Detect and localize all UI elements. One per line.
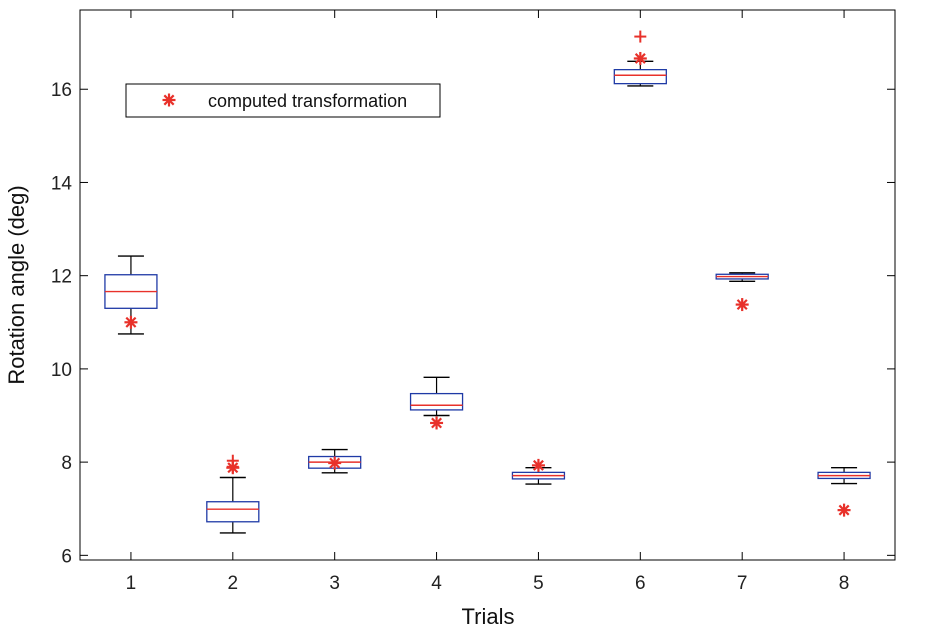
legend-asterisk [162, 93, 176, 107]
computed-transformation-point [430, 416, 444, 430]
box-trial-8 [817, 467, 871, 485]
box-trial-6 [613, 30, 667, 87]
x-tick-label: 5 [533, 573, 544, 594]
x-tick-label: 1 [126, 573, 137, 594]
computed-transformation-point [124, 315, 138, 329]
computed-transformation-point [837, 503, 851, 517]
y-tick-label: 12 [51, 267, 72, 288]
box-trial-2 [206, 454, 260, 534]
y-tick-label: 16 [51, 80, 72, 101]
legend: computed transformation [125, 83, 441, 118]
legend-asterisk-icon [162, 93, 176, 107]
y-axis-title: Rotation angle (deg) [4, 185, 29, 384]
x-axis: 1 2 3 4 5 6 7 8 [126, 10, 850, 594]
box-iqr [409, 392, 464, 411]
plot-frame [79, 9, 896, 561]
box-trial-7 [715, 272, 769, 282]
x-tick-label: 4 [431, 573, 442, 594]
x-tick-label: 8 [839, 573, 850, 594]
box-trial-4 [409, 376, 464, 417]
x-axis-title: Trials [462, 604, 515, 629]
outlier-marker [634, 30, 647, 43]
legend-label: computed transformation [208, 91, 407, 111]
x-tick-label: 7 [737, 573, 748, 594]
computed-transformation-point [328, 456, 342, 470]
computed-transformation-point [735, 298, 749, 312]
computed-transformation-point [633, 51, 647, 65]
legend-box [125, 83, 441, 118]
x-tick-label: 2 [228, 573, 239, 594]
x-tick-label: 3 [329, 573, 340, 594]
y-tick-label: 14 [51, 173, 73, 194]
box-iqr [613, 69, 667, 85]
computed-transformation-point [531, 458, 545, 472]
box-trial-1 [104, 255, 158, 335]
computed-transformation-point [226, 461, 240, 475]
box-iqr [206, 501, 260, 523]
y-tick-label: 10 [51, 360, 72, 381]
y-tick-label: 8 [61, 453, 72, 474]
y-axis: 6 8 10 12 14 16 [51, 80, 895, 567]
computed-transformation-markers [124, 51, 851, 517]
y-tick-label: 6 [61, 546, 72, 567]
x-tick-label: 6 [635, 573, 646, 594]
